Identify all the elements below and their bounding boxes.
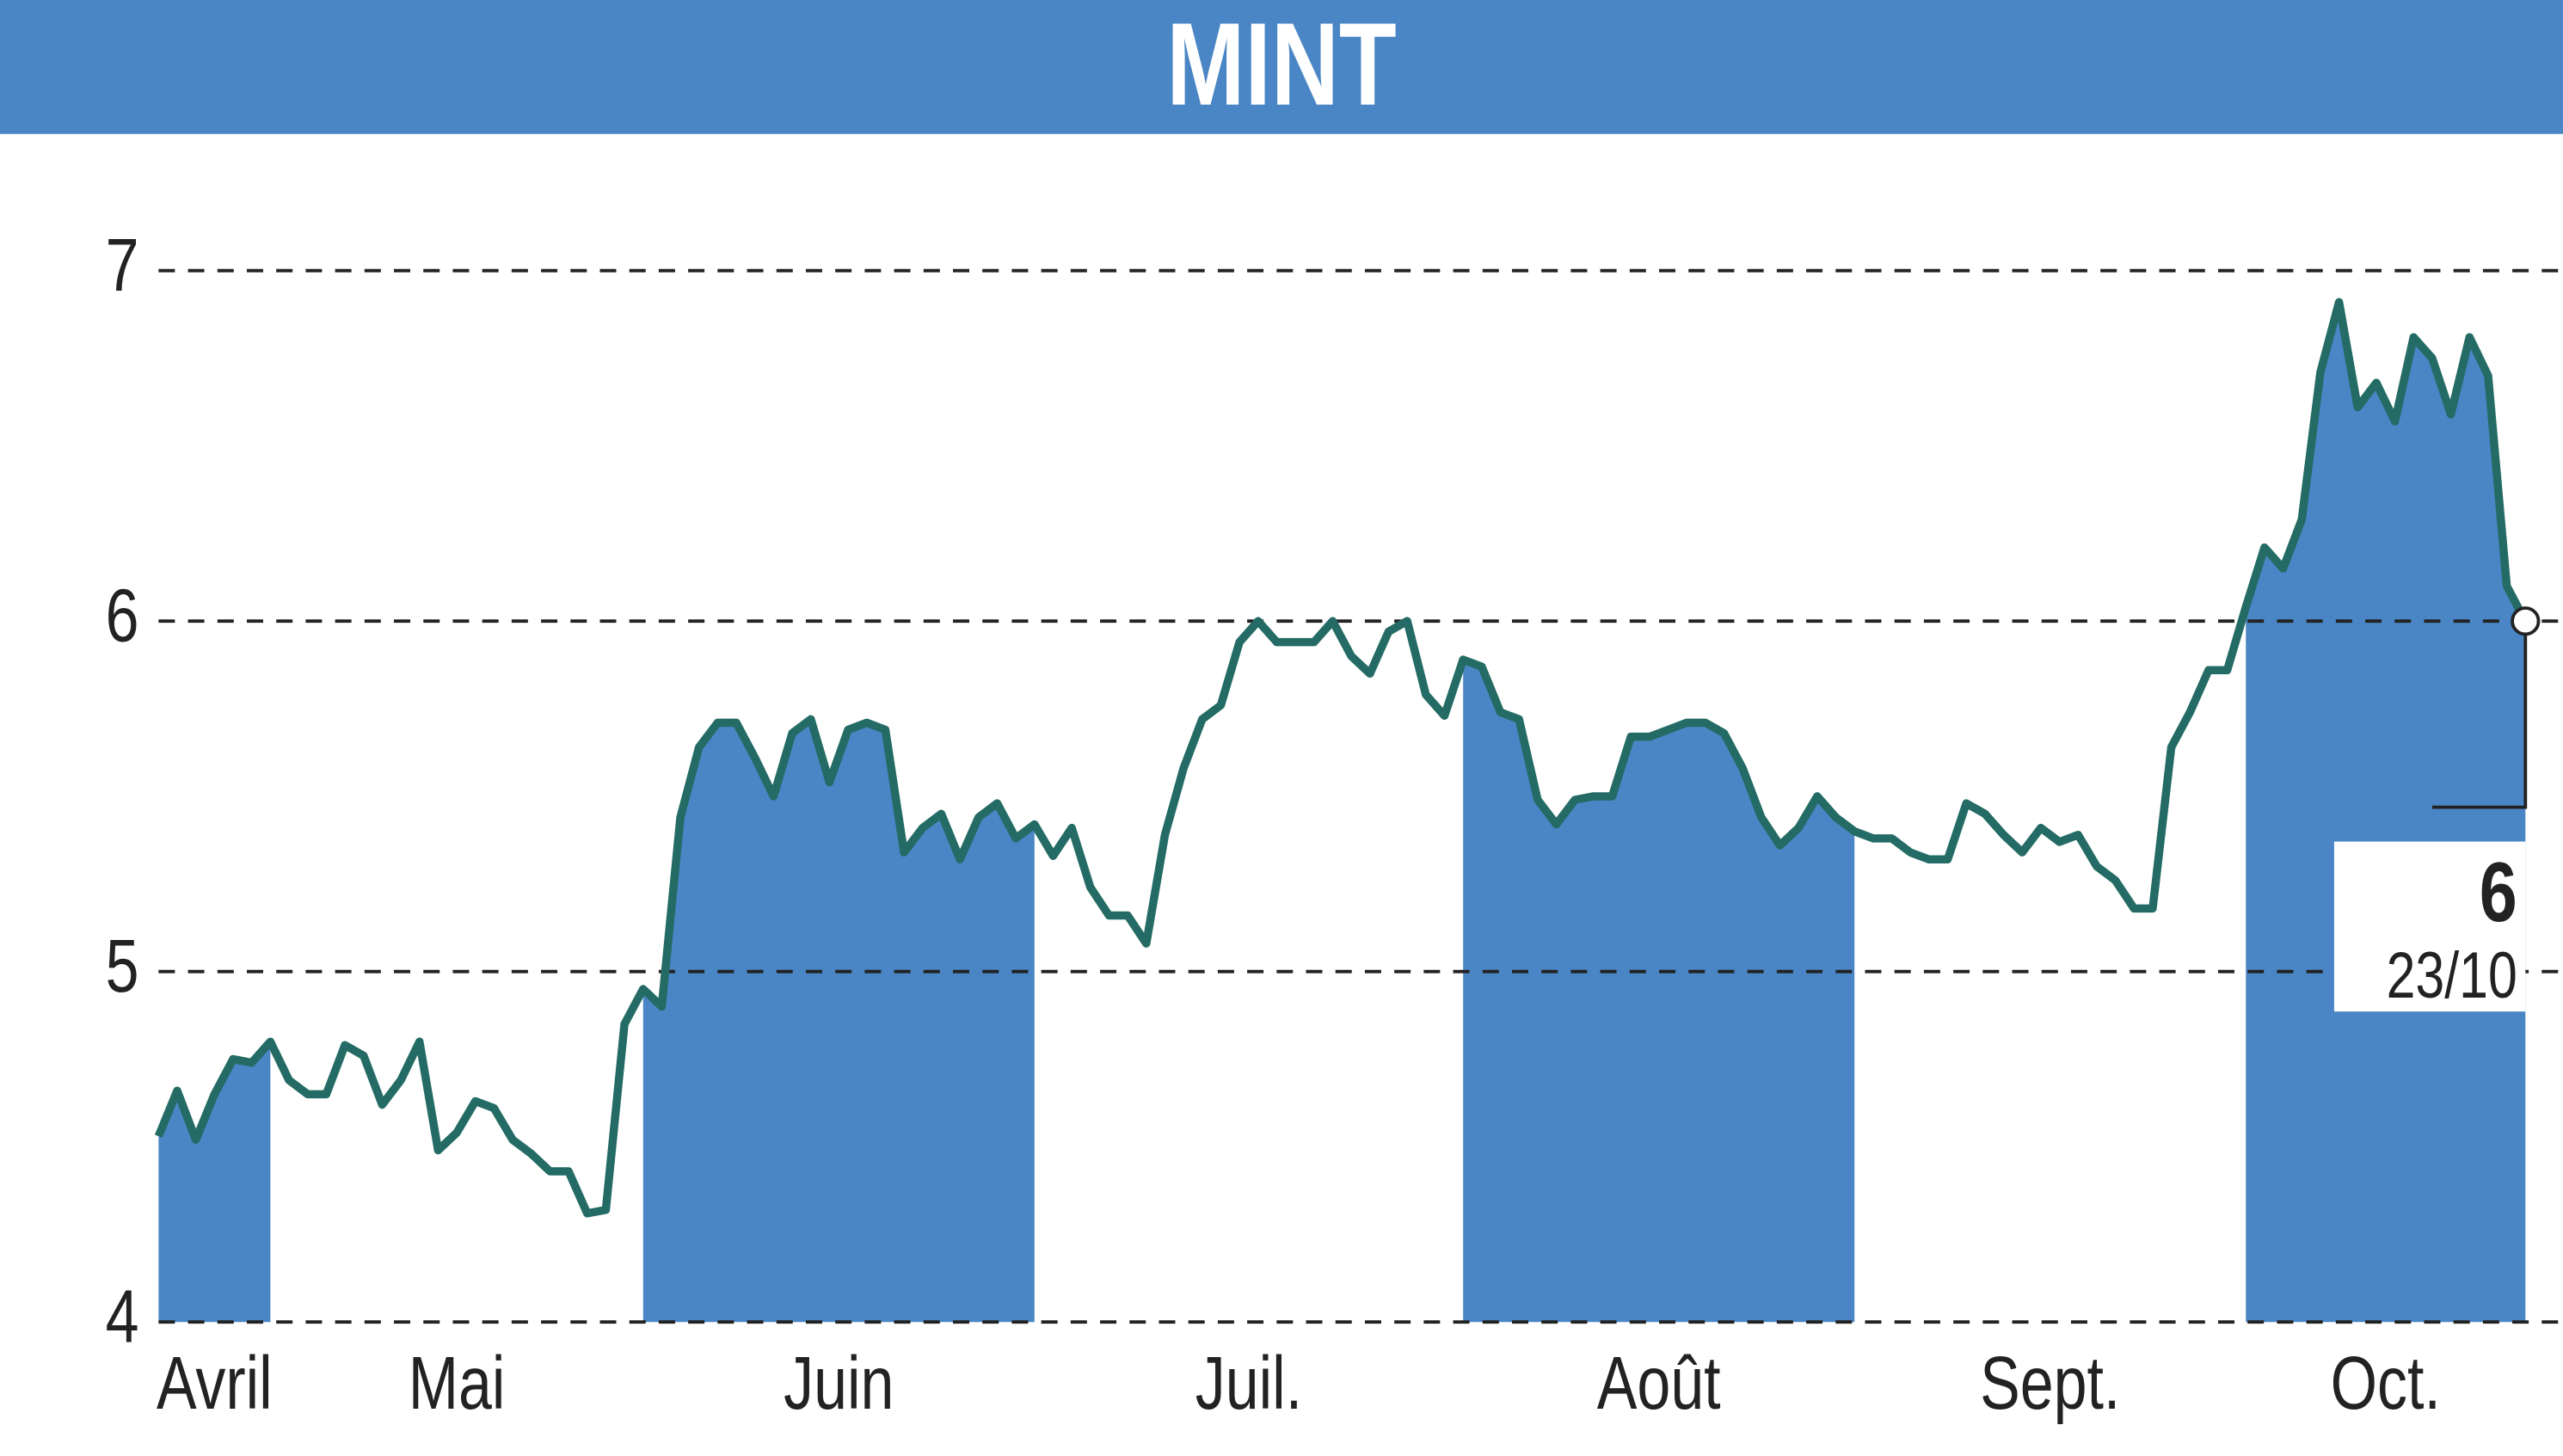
- price-line: [154, 298, 2529, 1218]
- y-tick-label: 7: [106, 222, 139, 306]
- y-tick-label: 6: [106, 573, 139, 657]
- last-point: [2511, 606, 2541, 636]
- label-box: [2333, 841, 2526, 1012]
- month-area: [642, 719, 1035, 1323]
- x-tick-label: Juil.: [1195, 1341, 1302, 1425]
- x-tick-label: Mai: [409, 1341, 506, 1425]
- y-tick-label: 5: [106, 923, 139, 1007]
- grid: [158, 268, 2563, 1324]
- x-tick-label: Août: [1597, 1341, 1721, 1425]
- x-tick-label: Oct.: [2331, 1341, 2441, 1425]
- month-area: [2246, 302, 2526, 1323]
- header-bar: [0, 0, 2563, 134]
- y-tick-label: 4: [106, 1274, 139, 1358]
- month-area: [158, 1041, 271, 1323]
- last-value: 6: [2480, 845, 2517, 939]
- fills: [158, 302, 2526, 1323]
- x-tick-label: Juin: [784, 1341, 894, 1425]
- last-date: 23/10: [2387, 939, 2517, 1012]
- x-tick-label: Sept.: [1980, 1341, 2120, 1425]
- chart-title: MINT: [1166, 0, 1396, 130]
- month-area: [1463, 660, 1855, 1323]
- callout-bracket: [2431, 621, 2528, 809]
- x-tick-label: Avril: [157, 1341, 273, 1425]
